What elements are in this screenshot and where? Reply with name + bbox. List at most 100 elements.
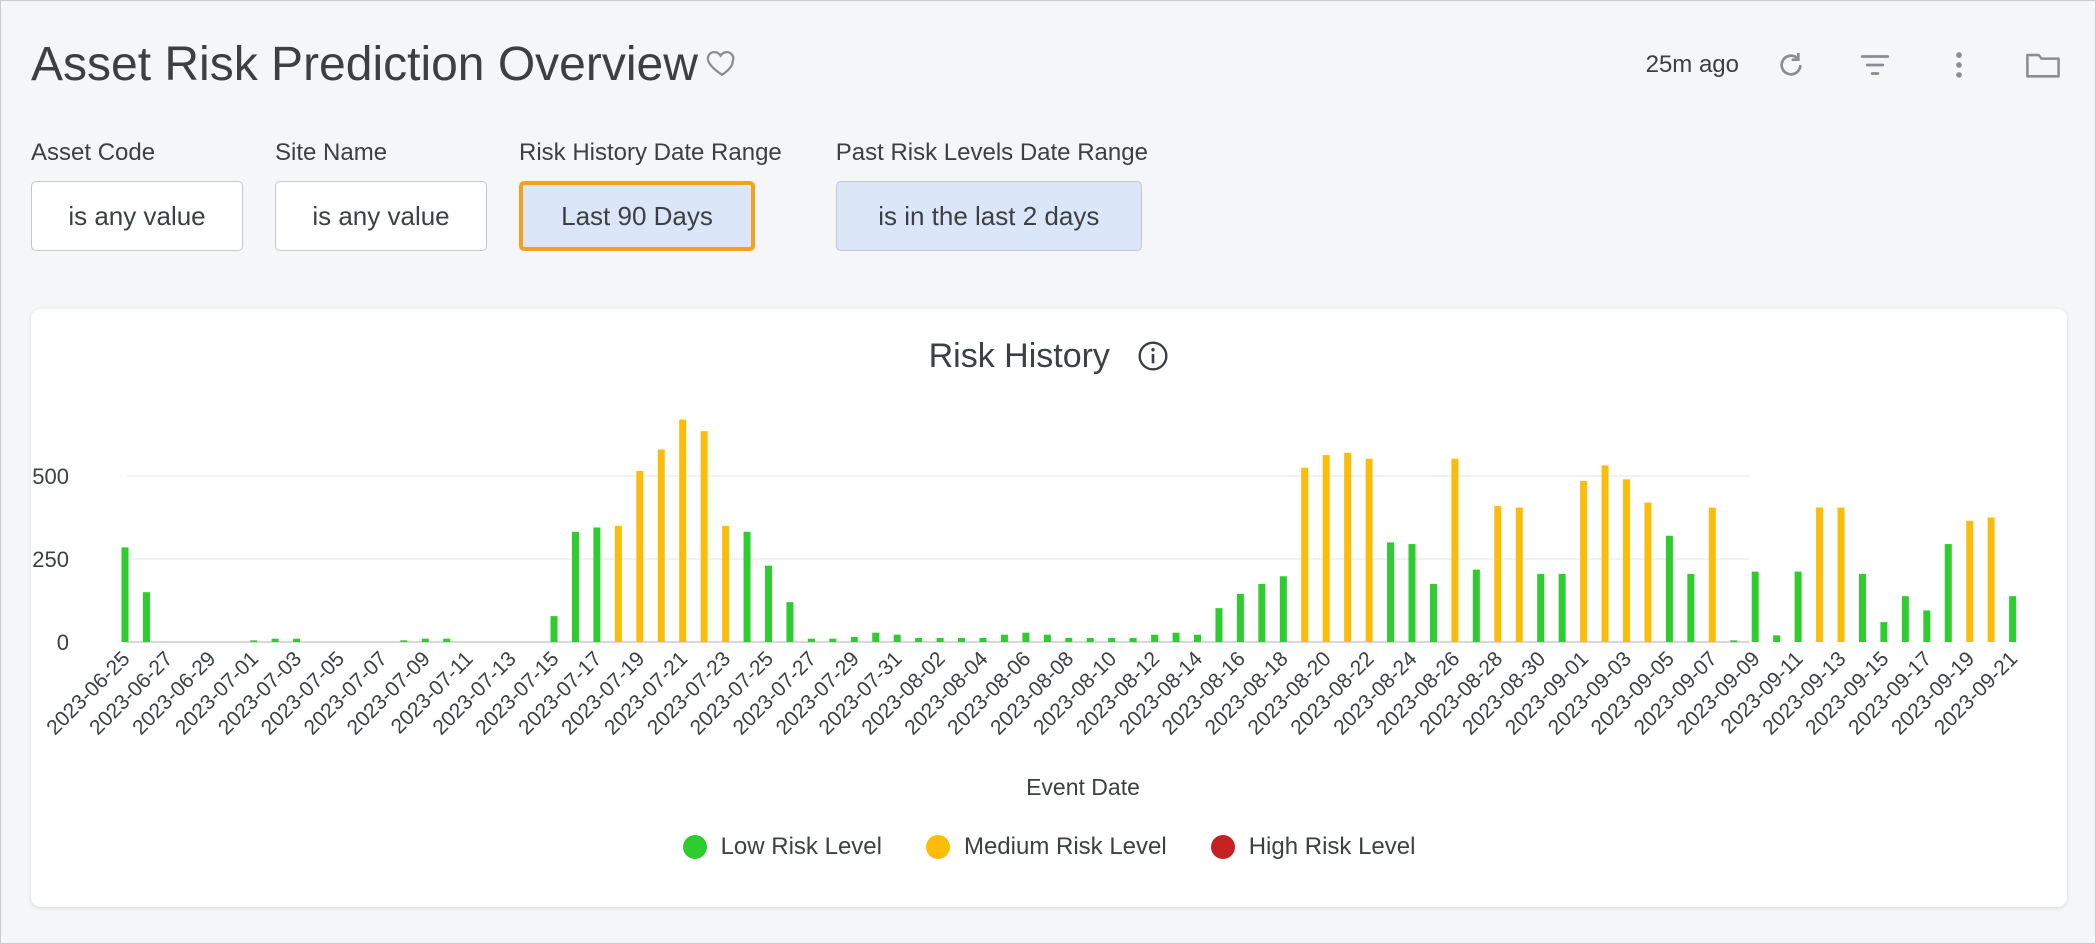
legend-item-high[interactable]: High Risk Level [1210, 833, 1416, 861]
bar-medium [1451, 458, 1459, 642]
bar-low [250, 640, 258, 642]
dashboard-header: Asset Risk Prediction Overview 25m ago [31, 31, 2065, 99]
bar-low [1043, 634, 1051, 642]
folder-icon[interactable] [2021, 43, 2065, 87]
bar-medium [722, 525, 730, 642]
filter-risk-history-range: Risk History Date Range Last 90 Days [519, 137, 782, 251]
bar-low [1472, 569, 1480, 642]
legend-label-medium: Medium Risk Level [963, 833, 1167, 860]
bar-low [1773, 635, 1781, 642]
filter-site-name: Site Name is any value [275, 137, 487, 251]
risk-history-card: Risk History 0 250 500 2023-06-25 2023-06-27… [31, 309, 2067, 907]
filter-label: Site Name [275, 139, 388, 166]
legend-item-low[interactable]: Low Risk Level [682, 833, 882, 861]
bar-low [1129, 638, 1137, 642]
bar-low [807, 638, 815, 642]
bar-medium [700, 431, 708, 642]
bar-low [743, 531, 751, 642]
bar-medium [1966, 520, 1974, 642]
bar-medium [1494, 505, 1502, 642]
last-updated-text: 25m ago [1645, 51, 1739, 78]
bar-medium [1644, 502, 1652, 642]
bar-low [1558, 573, 1566, 642]
filter-label: Past Risk Levels Date Range [835, 139, 1148, 166]
bar-low [1236, 593, 1244, 642]
filter-lines-icon[interactable] [1853, 43, 1897, 87]
bar-low [958, 638, 966, 642]
risk-history-chart: 02505002023-06-252023-06-272023-06-29202… [32, 419, 2022, 800]
bar-medium [1515, 507, 1523, 642]
bar-low [1172, 632, 1180, 642]
filter-asset-code-button[interactable]: is any value [31, 181, 243, 251]
chart-title: Risk History [31, 335, 2067, 376]
bar-low [1923, 610, 1931, 642]
bar-low [1387, 542, 1395, 642]
legend-label-high: High Risk Level [1248, 833, 1416, 860]
bar-medium [1301, 467, 1309, 642]
bar-low [443, 638, 451, 642]
bar-low [2009, 596, 2017, 642]
bar-low [1194, 634, 1201, 642]
bar-low [1665, 535, 1673, 642]
bar-low [1687, 573, 1695, 642]
info-circle-icon[interactable] [1137, 340, 1169, 372]
bar-low [872, 632, 880, 642]
bar-low [1065, 638, 1073, 642]
bar-low [293, 638, 301, 642]
filter-past-risk-range-button[interactable]: is in the last 2 days [835, 181, 1142, 251]
chart-title-text: Risk History [928, 336, 1110, 375]
bar-low [271, 638, 279, 642]
bar-low [1944, 544, 1952, 642]
bar-low [1429, 583, 1437, 642]
bar-medium [1816, 507, 1824, 642]
bar-medium [1365, 458, 1373, 642]
bar-low [421, 638, 429, 642]
y-tick-label: 500 [32, 464, 69, 489]
bar-low [142, 592, 150, 642]
bar-low [979, 638, 987, 642]
bar-medium [1623, 479, 1630, 642]
bar-low [829, 638, 837, 642]
legend-item-medium[interactable]: Medium Risk Level [925, 833, 1167, 861]
bar-low [1086, 638, 1094, 642]
bar-low [1730, 640, 1738, 642]
bar-low [1000, 634, 1008, 642]
bar-low [1751, 571, 1759, 642]
bar-medium [1322, 455, 1330, 642]
refresh-icon[interactable] [1769, 43, 1813, 87]
bar-medium [1601, 465, 1609, 642]
bar-medium [679, 419, 687, 642]
filter-risk-history-range-button[interactable]: Last 90 Days [519, 181, 755, 251]
bar-medium [657, 449, 665, 642]
bar-medium [1708, 507, 1716, 642]
bar-low [1258, 583, 1266, 642]
more-vertical-icon[interactable] [1937, 43, 1981, 87]
bar-low [936, 638, 944, 642]
filter-label: Asset Code [31, 139, 156, 166]
y-tick-label: 250 [32, 547, 69, 572]
x-axis-title: Event Date [1026, 774, 1140, 800]
bar-low [786, 602, 794, 642]
bar-medium [1344, 452, 1352, 642]
bar-low [1279, 576, 1287, 642]
bar-low [550, 616, 558, 642]
legend-label-low: Low Risk Level [720, 833, 882, 860]
bar-low [1151, 634, 1159, 642]
bar-low [1537, 573, 1545, 642]
legend-swatch-high [1210, 835, 1235, 859]
y-tick-label: 0 [57, 630, 69, 655]
bar-medium [1580, 480, 1588, 642]
bar-low [893, 634, 901, 642]
filter-past-risk-range: Past Risk Levels Date Range is in the la… [835, 137, 1148, 251]
bar-low [571, 531, 579, 642]
bar-low [121, 547, 129, 642]
bar-low [765, 565, 772, 642]
legend-swatch-medium [925, 835, 950, 859]
bar-low [593, 527, 601, 642]
heart-outline-icon[interactable] [705, 45, 739, 79]
filter-asset-code: Asset Code is any value [31, 137, 243, 251]
bar-low [1794, 571, 1802, 642]
bar-low [1901, 596, 1909, 642]
filter-label: Risk History Date Range [519, 139, 782, 166]
filter-site-name-button[interactable]: is any value [275, 181, 487, 251]
